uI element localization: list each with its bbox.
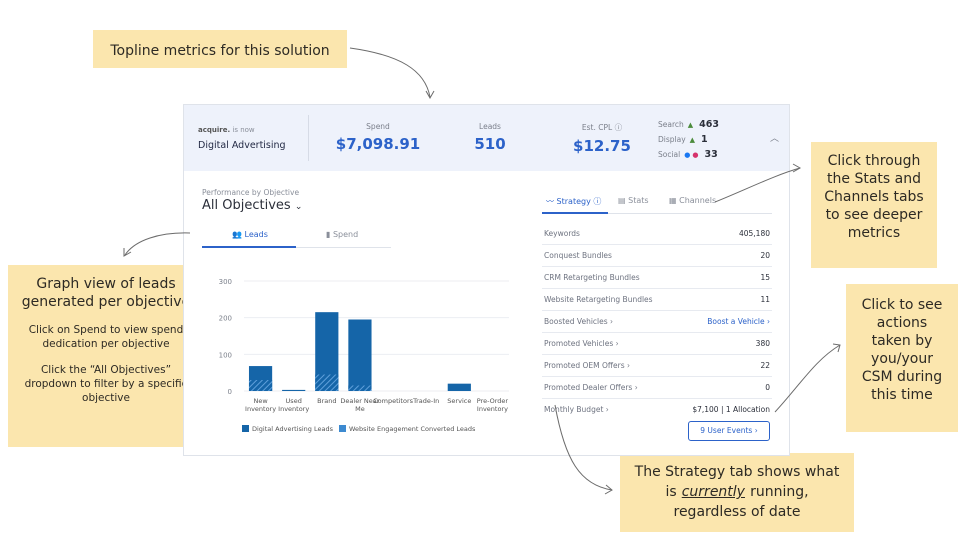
y-tick-label: 300 [219, 278, 232, 286]
bar-digital-advertising [447, 383, 471, 391]
bar-chart-icon: ▮ [326, 230, 331, 239]
stats-icon: ▤ [618, 196, 626, 205]
list-item: Conquest Bundles 20 [542, 245, 772, 267]
arrow-graph [124, 232, 191, 256]
tab-underline [542, 212, 608, 214]
x-tick-label: Competitors [373, 397, 414, 405]
chevron-down-icon: ⌄ [294, 202, 303, 212]
x-tick-label: Pre-Order [477, 397, 509, 405]
info-icon: ⓘ [593, 197, 602, 206]
list-item-oem-offers[interactable]: Promoted OEM Offers › 22 [542, 355, 772, 377]
bar-website-engagement [348, 385, 372, 391]
channel-social: Social ● ● 33 [658, 149, 718, 160]
brand-tagline: acquire. is now [198, 126, 255, 134]
tab-spend[interactable]: ▮ Spend [326, 230, 359, 239]
callout-strategy: The Strategy tab shows what is currently… [620, 453, 854, 532]
tab-stats[interactable]: ▤ Stats [618, 196, 649, 205]
tab-leads[interactable]: 👥 Leads [232, 230, 268, 239]
metric-leads: Leads 510 [474, 122, 506, 153]
dashboard-card: acquire. is now Digital Advertising Spen… [183, 104, 790, 456]
bar-digital-advertising [348, 319, 372, 391]
instagram-icon: ● [692, 151, 699, 159]
x-tick-label: Me [355, 405, 365, 413]
strategy-list: Keywords 405,180 Conquest Bundles 20 CRM R… [542, 223, 772, 420]
bar-website-engagement [248, 380, 273, 391]
solution-name: Digital Advertising [198, 140, 286, 151]
x-tick-label: Inventory [245, 405, 276, 413]
x-tick-label: Dealer Near [340, 397, 379, 405]
leads-bar-chart: 0100200300NewInventoryUsedInventoryBrand… [219, 278, 509, 413]
bar-digital-advertising [282, 389, 306, 391]
x-tick-label: Inventory [477, 405, 508, 413]
divider [308, 115, 309, 161]
users-icon: 👥 [232, 230, 242, 239]
x-tick-label: Service [447, 397, 471, 405]
list-item-monthly-budget[interactable]: Monthly Budget › $7,100 | 1 Allocation [544, 405, 770, 414]
x-tick-label: Inventory [278, 405, 309, 413]
metric-est-cpl: Est. CPL ⓘ $12.75 [573, 123, 631, 155]
arrow-topline [349, 47, 431, 98]
facebook-icon: ● [684, 151, 691, 159]
bar-digital-advertising [315, 312, 339, 391]
tab-divider [608, 213, 772, 214]
list-item-boosted-vehicles[interactable]: Boosted Vehicles › Boost a Vehicle › [542, 311, 772, 333]
x-tick-label: Brand [317, 397, 336, 405]
bar-website-engagement [315, 374, 339, 391]
boost-vehicle-link[interactable]: Boost a Vehicle › [707, 317, 770, 326]
callout-actions: Click to see actions taken by you/your C… [846, 284, 958, 432]
tab-channels[interactable]: ▦ Channels [669, 196, 717, 205]
arrow-head [123, 248, 132, 257]
tab-underline [202, 246, 296, 248]
list-item: Website Retargeting Bundles 11 [542, 289, 772, 311]
callout-topline: Topline metrics for this solution [93, 30, 347, 68]
info-icon[interactable]: ⓘ [614, 123, 623, 132]
arrow-strategy [554, 404, 613, 491]
performance-label: Performance by Objective [202, 188, 300, 197]
google-ads-icon: ▲ [689, 136, 696, 144]
metric-spend: Spend $7,098.91 [335, 122, 421, 153]
legend-item-1: Digital Advertising Leads [242, 425, 333, 433]
arrow-head [792, 163, 802, 173]
arrow-head [425, 90, 435, 100]
trend-icon: 〰 [546, 197, 554, 206]
list-item-promoted-vehicles[interactable]: Promoted Vehicles › 380 [542, 333, 772, 355]
arrow-head [604, 484, 613, 495]
x-tick-label: Used [286, 397, 302, 405]
x-tick-label: Trade-In [412, 397, 439, 405]
y-tick-label: 100 [219, 351, 232, 359]
x-tick-label: New [253, 397, 268, 405]
callout-graph: Graph view of leads generated per object… [8, 265, 204, 447]
callout-tabs: Click through the Stats and Channels tab… [811, 142, 937, 268]
collapse-chevron-icon[interactable]: ︿ [770, 134, 780, 144]
google-ads-icon: ▲ [687, 121, 694, 129]
topline-metrics-bar: acquire. is now Digital Advertising Spen… [184, 105, 789, 171]
objective-dropdown[interactable]: All Objectives ⌄ [202, 198, 303, 213]
arrow-head [832, 343, 841, 353]
channel-search: Search ▲ 463 [658, 119, 720, 130]
arrow-tabs [714, 167, 801, 203]
legend-item-2: Website Engagement Converted Leads [339, 425, 475, 433]
y-tick-label: 200 [219, 315, 232, 323]
user-events-button[interactable]: 9 User Events › [688, 421, 770, 441]
arrow-actions [774, 344, 841, 413]
y-tick-label: 0 [228, 388, 232, 396]
tab-divider [296, 247, 391, 248]
list-item: CRM Retargeting Bundles 15 [542, 267, 772, 289]
grid-icon: ▦ [669, 196, 677, 205]
list-item: Keywords 405,180 [542, 223, 772, 245]
tab-strategy[interactable]: 〰 Strategy ⓘ [546, 197, 602, 206]
list-item-dealer-offers[interactable]: Promoted Dealer Offers › 0 [542, 377, 772, 399]
channel-display: Display ▲ 1 [658, 134, 708, 145]
